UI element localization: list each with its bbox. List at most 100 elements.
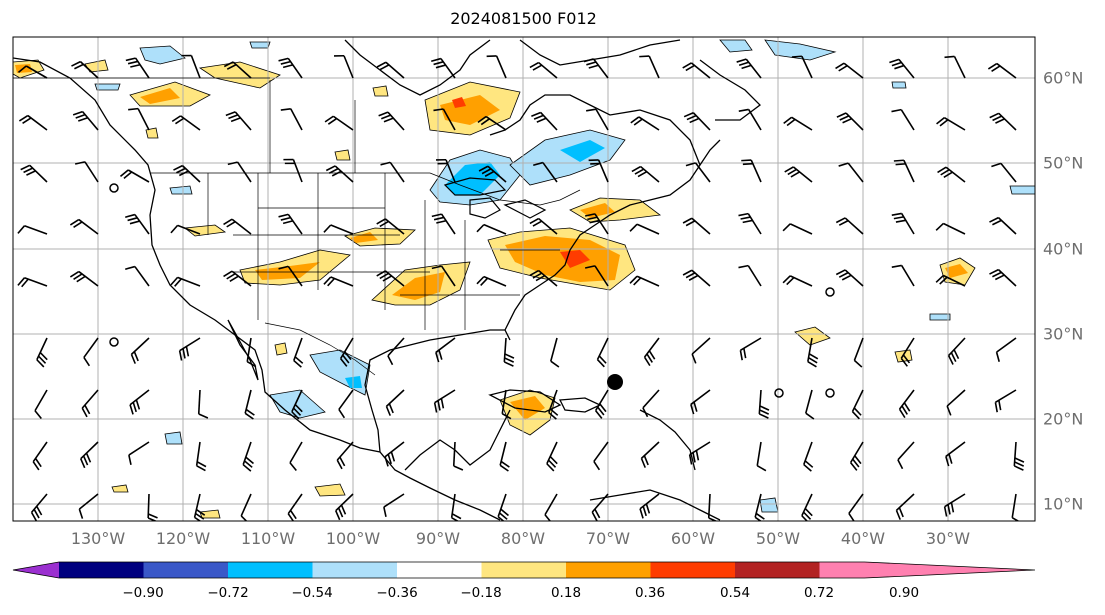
wind-barb [989,268,1017,287]
colorbar-bin [566,562,651,578]
wind-barb [128,441,150,466]
wind-barb [431,57,456,79]
wind-barb [435,158,456,183]
wind-barb [738,212,762,235]
wind-barb [125,57,150,79]
wind-barb [476,223,507,235]
wind-barb [533,161,558,183]
wind-barb [758,389,770,419]
wind-barb [477,115,507,131]
wind-barb [1011,493,1020,521]
wind-barb [591,493,609,521]
wind-barb [293,337,304,368]
wind-barb [529,269,558,287]
wind-barb [325,165,354,183]
wind-barb [74,161,99,183]
calm-wind-circles [109,183,835,398]
lon-label-120w: 120°W [155,529,211,548]
wind-barb [640,441,660,468]
wind-barb [782,223,813,235]
map-area [13,37,1035,521]
lat-label-20n: 20°N [1043,409,1084,429]
wind-barb [891,108,915,131]
wind-barb [69,270,99,287]
storm-center-marker [607,374,623,390]
wind-barb [639,55,660,79]
colorbar-tick: 0.90 [888,585,920,601]
wind-barb [897,441,915,470]
wind-barb [805,389,815,420]
map-frame [12,36,1036,522]
wind-barb [125,265,150,287]
wind-barb [170,224,201,235]
wind-barb [801,493,813,521]
colorbar-tick: 0.54 [719,585,751,601]
wind-barb [639,493,660,519]
wind-barb [736,58,762,79]
colorbar-tick: 0.72 [803,585,835,601]
wind-barb [34,389,48,420]
wind-barb [193,493,206,521]
colorbar-tick: 0.36 [634,585,666,601]
wind-barb [246,337,257,368]
colorbar-bin [481,562,566,578]
wind-barb [989,112,1017,131]
wind-barb [935,274,966,287]
wind-barb [529,217,558,235]
wind-barb [227,161,252,183]
wind-barb [738,108,762,131]
wind-barb [170,276,201,287]
wind-barb [385,389,405,416]
wind-barb [946,389,966,416]
wind-barb [289,441,303,472]
wind-barb [223,218,252,235]
wind-barb [244,389,255,420]
wind-barb [387,337,405,366]
wind-barb [838,162,864,183]
wind-barb [548,389,559,420]
wind-barb [336,441,354,470]
lat-label-60n: 60°N [1043,68,1084,88]
wind-barb [943,493,966,517]
wind-barb [147,493,158,521]
lon-label-30w: 30°W [925,529,971,548]
wind-barb [683,112,711,131]
wind-barb [119,169,150,183]
wind-barb [594,389,609,419]
wind-barb [891,212,915,235]
wind-barb [338,389,354,419]
wind-barb [836,112,864,131]
wind-barb [376,218,405,235]
wind-barb [83,337,99,367]
wind-barb [835,269,864,287]
wind-barb [80,441,99,469]
wind-barb [476,275,507,287]
wind-barb [171,115,201,131]
colorbar-tick: −0.90 [122,585,164,601]
wind-barb [383,493,405,518]
wind-barb [783,116,813,131]
wind-barb [376,61,405,79]
wind-barb [195,441,207,472]
colorbar-bin [735,562,820,578]
wind-barb [378,111,405,131]
wind-barb [784,166,813,183]
wind-barb [550,337,560,368]
colorbar-bin [228,562,313,578]
wind-barb [987,62,1017,79]
wind-barb [947,337,966,365]
wind-barb [588,159,609,183]
wind-barb [225,111,252,131]
colorbar-bin [650,562,735,578]
wind-barb [72,110,99,131]
wind-barb [944,55,966,79]
wind-barb [529,61,558,79]
wind-barb [17,225,48,235]
wind-barb [643,337,660,367]
wind-barb [181,54,201,79]
wind-barb [682,217,711,235]
wind-barb [835,217,864,235]
wind-barb [756,441,767,472]
colorbar-bin [397,562,482,578]
wind-barb [497,493,509,521]
